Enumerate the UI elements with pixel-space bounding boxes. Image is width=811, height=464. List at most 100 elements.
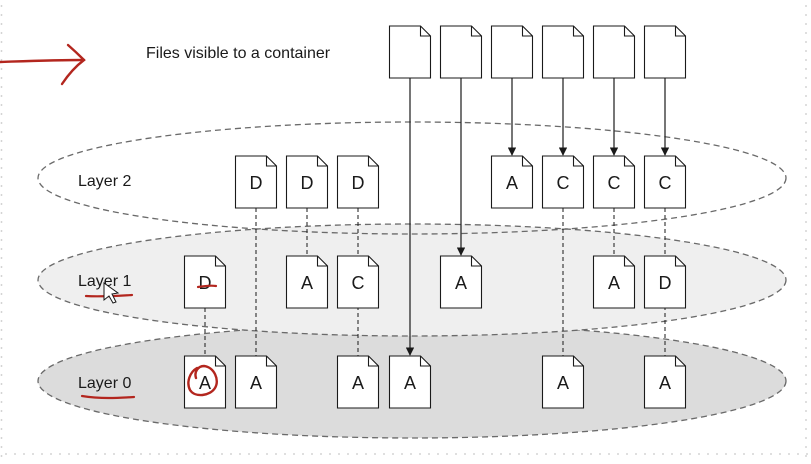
layer2-label: Layer 2 bbox=[78, 173, 131, 190]
frame-dot bbox=[0, 311, 3, 313]
frame-dot bbox=[0, 392, 3, 394]
layer1-label: Layer 1 bbox=[78, 273, 131, 290]
file-fold-icon bbox=[623, 256, 635, 267]
underline-layer0-icon bbox=[80, 394, 136, 400]
frame-dot bbox=[805, 347, 807, 349]
file-icon bbox=[643, 25, 687, 79]
frame-dot bbox=[0, 50, 3, 52]
file-letter: A bbox=[352, 373, 364, 393]
frame-dot bbox=[779, 453, 781, 455]
frame-dot bbox=[805, 428, 807, 430]
frame-dot bbox=[805, 383, 807, 385]
layer0-file: A bbox=[388, 355, 432, 409]
file-letter: A bbox=[659, 373, 671, 393]
cursor-icon bbox=[103, 282, 120, 304]
layer1-file: A bbox=[439, 255, 483, 309]
frame-dot bbox=[293, 453, 295, 455]
frame-dot bbox=[374, 453, 376, 455]
frame-dot bbox=[617, 453, 619, 455]
frame-dot bbox=[805, 320, 807, 322]
layer2-file: D bbox=[285, 155, 329, 209]
visible-file bbox=[643, 25, 687, 79]
visible-file bbox=[541, 25, 585, 79]
frame-dot bbox=[0, 320, 3, 322]
frame-dot bbox=[805, 275, 807, 277]
frame-dot bbox=[167, 453, 169, 455]
file-letter: D bbox=[250, 173, 263, 193]
layer1-file: A bbox=[285, 255, 329, 309]
file-icon bbox=[643, 355, 687, 409]
frame-dot bbox=[797, 453, 799, 455]
frame-dot bbox=[805, 311, 807, 313]
frame-dot bbox=[0, 284, 3, 286]
file-icon bbox=[439, 25, 483, 79]
frame-dot bbox=[185, 453, 187, 455]
file-fold-icon bbox=[265, 356, 277, 367]
frame-dot bbox=[59, 453, 61, 455]
frame-dot bbox=[805, 284, 807, 286]
frame-dot bbox=[761, 453, 763, 455]
file-letter: A bbox=[199, 373, 211, 393]
frame-dot bbox=[356, 453, 358, 455]
frame-dot bbox=[707, 453, 709, 455]
file-fold-icon bbox=[674, 356, 686, 367]
file-icon bbox=[336, 355, 380, 409]
file-letter: D bbox=[199, 273, 212, 293]
circle-a-icon bbox=[187, 364, 218, 397]
frame-dot bbox=[805, 203, 807, 205]
frame-dot bbox=[698, 453, 700, 455]
frame-dot bbox=[0, 275, 3, 277]
frame-dot bbox=[0, 428, 3, 430]
layer1-file: D bbox=[643, 255, 687, 309]
frame-dot bbox=[0, 68, 3, 70]
frame-dot bbox=[563, 453, 565, 455]
file-icon bbox=[541, 355, 585, 409]
file-fold-icon bbox=[572, 156, 584, 167]
file-icon bbox=[541, 25, 585, 79]
frame-dot bbox=[239, 453, 241, 455]
file-letter: D bbox=[352, 173, 365, 193]
frame-dot bbox=[805, 77, 807, 79]
file-letter: A bbox=[250, 373, 262, 393]
frame-dot bbox=[437, 453, 439, 455]
frame-dot bbox=[131, 453, 133, 455]
frame-dot bbox=[734, 453, 736, 455]
frame-dot bbox=[805, 374, 807, 376]
frame-dot bbox=[635, 453, 637, 455]
file-icon bbox=[541, 155, 585, 209]
file-fold-icon bbox=[265, 156, 277, 167]
frame-dot bbox=[805, 257, 807, 259]
frame-dot bbox=[0, 104, 3, 106]
frame-dot bbox=[805, 131, 807, 133]
file-icon bbox=[336, 155, 380, 209]
dotted-frame bbox=[0, 5, 808, 457]
file-fold-icon bbox=[674, 256, 686, 267]
file-icon bbox=[490, 25, 534, 79]
frame-dot bbox=[0, 248, 3, 250]
frame-dot bbox=[0, 374, 3, 376]
layer2-file: C bbox=[541, 155, 585, 209]
frame-dot bbox=[518, 453, 520, 455]
frame-dot bbox=[805, 41, 807, 43]
frame-dot bbox=[0, 194, 3, 196]
frame-dot bbox=[23, 453, 25, 455]
frame-dot bbox=[32, 453, 34, 455]
frame-dot bbox=[122, 453, 124, 455]
frame-dot bbox=[805, 23, 807, 25]
visible-file bbox=[490, 25, 534, 79]
frame-dot bbox=[158, 453, 160, 455]
frame-dot bbox=[716, 453, 718, 455]
frame-dot bbox=[5, 453, 7, 455]
frame-dot bbox=[311, 453, 313, 455]
file-fold-icon bbox=[623, 26, 635, 37]
frame-dot bbox=[95, 453, 97, 455]
file-fold-icon bbox=[316, 256, 328, 267]
layer0-file: A bbox=[541, 355, 585, 409]
file-fold-icon bbox=[470, 26, 482, 37]
frame-dot bbox=[805, 446, 807, 448]
frame-dot bbox=[0, 140, 3, 142]
frame-dot bbox=[365, 453, 367, 455]
frame-dot bbox=[805, 14, 807, 16]
frame-dot bbox=[86, 453, 88, 455]
frame-dot bbox=[383, 453, 385, 455]
